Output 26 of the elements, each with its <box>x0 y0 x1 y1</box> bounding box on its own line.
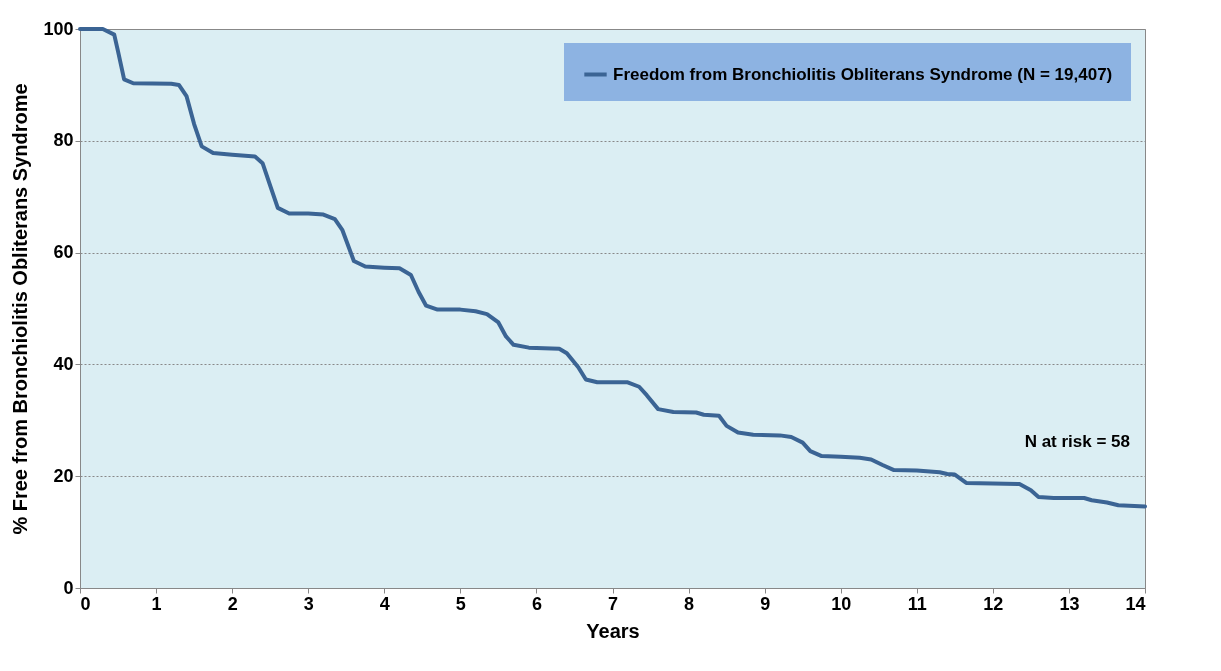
x-tick-label: 13 <box>1059 593 1080 614</box>
x-tick-label: 11 <box>907 593 927 614</box>
x-tick-label: 3 <box>303 593 314 614</box>
x-tick-label: 5 <box>455 593 466 614</box>
annotation: N at risk = 58 <box>1024 432 1130 451</box>
y-tick-label: 60 <box>53 242 74 263</box>
y-axis-title: % Free from Bronchiolitis Obliterans Syndrome <box>9 83 32 535</box>
x-tick-label: 1 <box>151 593 162 614</box>
x-tick-label: 4 <box>379 593 390 614</box>
x-tick-label: 10 <box>831 593 852 614</box>
y-tick-label: 40 <box>53 353 74 374</box>
y-tick-label: 100 <box>43 18 74 39</box>
x-axis-title: Years <box>586 619 640 642</box>
x-tick-label: 0 <box>80 593 91 614</box>
x-tick-label: 14 <box>1125 593 1146 614</box>
x-tick-label: 8 <box>684 593 695 614</box>
x-tick-label: 12 <box>983 593 1004 614</box>
x-tick-label: 2 <box>227 593 238 614</box>
x-tick-label: 9 <box>760 593 771 614</box>
x-tick-label: 6 <box>531 593 542 614</box>
line-series <box>78 27 1147 509</box>
y-tick-label: 0 <box>63 577 74 598</box>
legend-label: Freedom from Bronchiolitis Obliterans Syndrome (N = 19,407) <box>613 64 1113 84</box>
y-tick-label: 20 <box>53 465 74 486</box>
y-tick-label: 80 <box>53 130 74 151</box>
x-tick-label: 7 <box>607 593 619 614</box>
